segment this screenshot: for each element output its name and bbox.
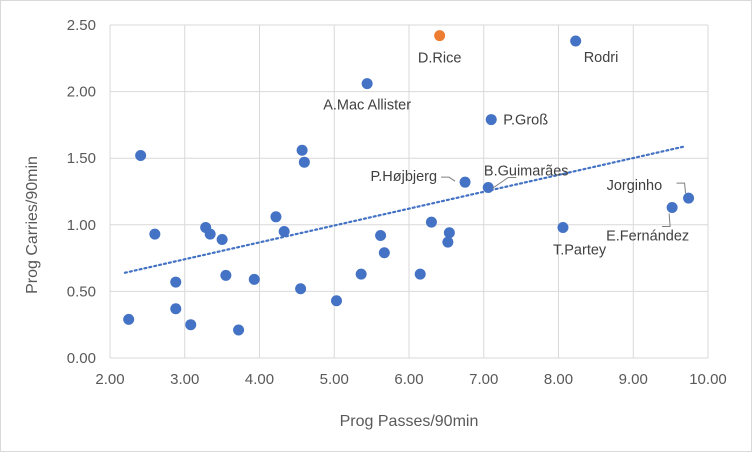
y-tick-label: 1.00 xyxy=(67,217,96,234)
x-tick-label: 4.00 xyxy=(245,371,274,388)
data-point xyxy=(149,228,161,240)
point-label: B.Guimarães xyxy=(484,164,569,180)
data-point xyxy=(330,295,342,307)
x-tick-label: 3.00 xyxy=(170,371,199,388)
y-tick-label: 0.50 xyxy=(67,283,96,300)
data-point xyxy=(414,268,426,280)
data-point xyxy=(355,268,367,280)
data-point xyxy=(683,192,695,204)
x-tick-label: 10.00 xyxy=(689,371,727,388)
data-point xyxy=(220,269,232,281)
data-point xyxy=(270,211,282,223)
tick-labels: 2.00 3.00 4.00 5.00 6.00 7.00 8.00 9.00 10.00 0.0… xyxy=(67,17,727,388)
y-tick-label: 1.50 xyxy=(67,150,96,167)
label-leader-line xyxy=(441,176,456,182)
label-leader-line xyxy=(491,177,517,189)
data-point xyxy=(459,176,471,188)
data-point xyxy=(482,182,494,194)
data-point xyxy=(375,229,387,241)
trendline xyxy=(123,145,687,274)
label-leader-line xyxy=(662,213,671,227)
x-tick-label: 5.00 xyxy=(320,371,349,388)
point-label: T.Partey xyxy=(553,242,607,258)
point-label: A.Mac Allister xyxy=(323,98,411,114)
data-point xyxy=(296,144,308,156)
data-point xyxy=(442,236,454,248)
data-point xyxy=(666,201,678,213)
data-point xyxy=(361,78,373,90)
data-point xyxy=(123,313,135,325)
data-point xyxy=(425,216,437,228)
trendline-layer xyxy=(123,145,687,274)
data-point xyxy=(557,221,569,233)
point-labels: A.Mac Allister P.Højbjerg B.Guimarães P.Gro… xyxy=(323,50,689,258)
highlight-point xyxy=(434,30,446,42)
data-point xyxy=(443,227,455,239)
point-label: Rodri xyxy=(584,50,619,66)
y-tick-label: 2.50 xyxy=(67,17,96,34)
data-point xyxy=(570,35,582,47)
x-tick-label: 6.00 xyxy=(394,371,423,388)
point-label: P.Højbjerg xyxy=(370,169,437,185)
data-point xyxy=(170,276,182,288)
x-tick-label: 2.00 xyxy=(95,371,124,388)
x-tick-label: 8.00 xyxy=(544,371,573,388)
point-label: Jorginho xyxy=(607,178,663,194)
data-points xyxy=(123,30,695,336)
label-leader-line xyxy=(676,182,687,194)
data-point xyxy=(170,303,182,315)
data-point xyxy=(185,319,197,331)
data-point xyxy=(378,247,390,259)
data-point xyxy=(135,150,147,162)
point-label: E.Fernández xyxy=(606,228,689,244)
data-point xyxy=(295,283,307,295)
y-tick-label: 0.00 xyxy=(67,350,96,367)
data-point xyxy=(298,156,310,168)
point-label: P.Groß xyxy=(503,113,548,129)
data-point xyxy=(204,228,216,240)
x-axis-title: Prog Passes/90min xyxy=(340,413,479,430)
y-axis-title: Prog Carries/90min xyxy=(24,156,41,294)
point-label: D.Rice xyxy=(418,51,462,67)
x-tick-label: 7.00 xyxy=(469,371,498,388)
data-point xyxy=(248,273,260,285)
data-point xyxy=(216,233,228,245)
data-point xyxy=(233,324,245,336)
data-point xyxy=(278,225,290,237)
data-point xyxy=(485,114,497,126)
x-tick-label: 9.00 xyxy=(619,371,648,388)
y-tick-label: 2.00 xyxy=(67,84,96,101)
